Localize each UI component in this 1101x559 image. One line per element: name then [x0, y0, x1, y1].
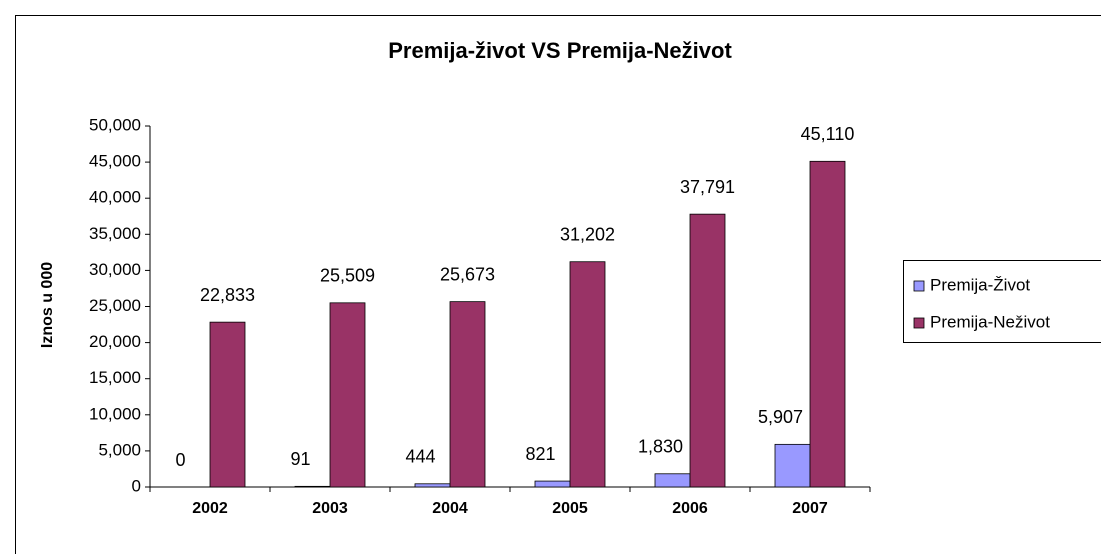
data-label: 22,833	[200, 285, 255, 305]
y-tick-label: 40,000	[89, 188, 141, 207]
bar	[415, 484, 450, 487]
data-label: 821	[525, 444, 555, 464]
y-tick-label: 5,000	[98, 440, 141, 459]
x-tick-label: 2004	[432, 500, 468, 517]
data-label: 45,110	[801, 124, 855, 144]
x-tick-label: 2006	[672, 500, 708, 517]
bar	[450, 302, 485, 487]
x-tick-label: 2003	[312, 500, 348, 517]
y-tick-label: 35,000	[89, 224, 141, 243]
data-label: 91	[290, 449, 310, 469]
bar	[690, 214, 725, 487]
y-axis-title: Iznos u 000	[39, 262, 56, 348]
y-tick-label: 10,000	[89, 404, 141, 423]
bar	[295, 486, 330, 487]
x-tick-label: 2007	[792, 500, 828, 517]
data-label: 5,907	[758, 407, 803, 427]
bar	[775, 444, 810, 487]
data-label: 25,673	[440, 264, 495, 284]
y-tick-label: 45,000	[89, 152, 141, 171]
y-tick-label: 25,000	[89, 296, 141, 315]
legend-swatch	[914, 318, 924, 328]
y-tick-label: 0	[132, 476, 141, 495]
data-label: 0	[175, 450, 185, 470]
bar	[210, 322, 245, 487]
x-tick-label: 2005	[552, 500, 588, 517]
data-label: 25,509	[320, 266, 375, 286]
y-tick-label: 15,000	[89, 368, 141, 387]
legend-label: Premija-Život	[930, 275, 1030, 294]
data-label: 1,830	[638, 437, 683, 457]
data-label: 31,202	[560, 224, 615, 244]
legend-label: Premija-Neživot	[930, 312, 1050, 331]
bar	[810, 161, 845, 487]
chart-title: Premija-život VS Premija-Neživot	[388, 38, 732, 63]
bar	[535, 481, 570, 487]
bar	[655, 474, 690, 487]
data-label: 444	[405, 447, 435, 467]
x-tick-label: 2002	[192, 500, 228, 517]
bar	[330, 303, 365, 487]
bar	[570, 262, 605, 487]
y-tick-label: 50,000	[89, 115, 141, 134]
legend-swatch	[914, 281, 924, 291]
y-tick-label: 30,000	[89, 260, 141, 279]
data-label: 37,791	[680, 177, 735, 197]
y-tick-label: 20,000	[89, 332, 141, 351]
